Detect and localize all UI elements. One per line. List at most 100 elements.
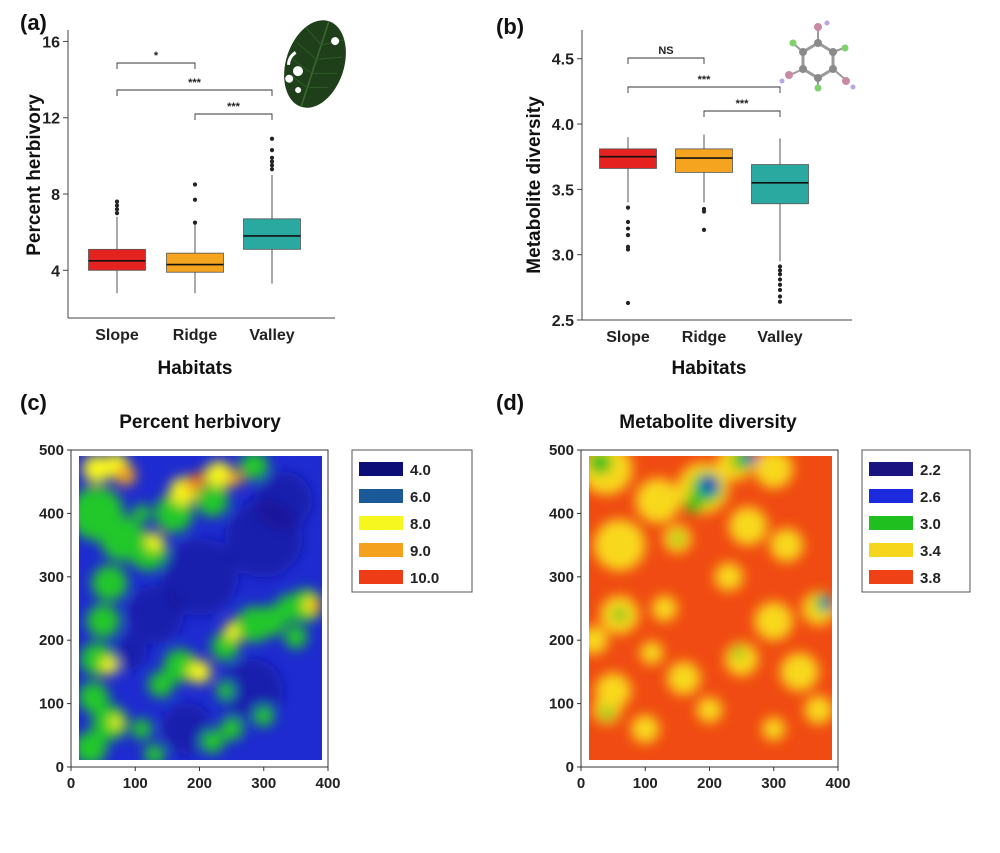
heat-blob [227,470,243,487]
heat-blob [91,565,128,602]
legend-label: 6.0 [410,489,431,506]
legend-swatch [359,489,403,503]
box-valley [751,138,809,304]
legend-label: 2.6 [920,489,941,506]
bracket-line [627,57,705,64]
panel-b-boxes [599,134,809,306]
y-tick-label: 300 [39,569,64,586]
outlier-point [777,282,783,287]
outlier-point [114,203,120,208]
box-ridge [166,182,224,294]
x-tick-label: 0 [577,775,585,792]
outlier-point [701,206,707,212]
legend-entry: 4.0 [359,462,431,479]
x-tick-label: 100 [633,775,658,792]
box-iqr [675,148,733,173]
heat-blob [754,601,794,641]
y-tick-label: 400 [549,505,574,522]
outlier-point [114,199,120,204]
heat-blob [635,478,681,524]
box-ridge [675,134,733,232]
heat-blob [631,714,660,744]
outlier-point [269,163,275,168]
x-tick-label: Ridge [682,329,727,346]
heat-blob [220,717,244,741]
heat-blob [86,604,120,638]
y-tick-label: 2.5 [552,313,574,330]
legend-swatch [869,516,913,530]
y-tick-label: 8 [51,187,60,204]
heat-blob [145,532,164,551]
heat-blob [696,697,723,723]
significance-bracket: * [116,50,196,69]
heat-blob [148,671,174,698]
panel-c-label: (c) [20,390,47,415]
significance-label: *** [188,77,202,89]
heat-blob [672,533,683,544]
heat-blob [728,506,768,546]
heat-blob [804,695,832,725]
legend-entry: 8.0 [359,516,431,533]
heat-blob [79,681,109,713]
outlier-point [701,227,707,232]
heat-blob [254,471,312,530]
heat-blob [821,598,832,609]
significance-bracket: *** [703,98,781,117]
heat-blob [589,626,608,655]
bracket-line [116,62,196,69]
bracket-line [194,113,273,120]
panel-a-significance-brackets: ******* [116,50,273,120]
significance-bracket: NS [627,45,705,64]
x-tick-label: 200 [697,775,722,792]
heat-blob [284,625,308,649]
legend-label: 3.4 [920,543,942,560]
box-iqr [88,248,146,271]
heat-blob [204,461,233,490]
heat-blob [131,718,152,740]
outlier-point [625,244,631,249]
heat-blob [745,456,758,464]
y-tick-label: 0 [566,759,574,776]
outlier-point [269,136,275,141]
x-tick-label: 400 [825,775,850,792]
legend-label: 10.0 [410,570,439,587]
heat-blob [651,595,678,622]
legend-swatch [359,516,403,530]
heat-blob [253,706,275,727]
box-iqr [243,218,301,250]
molecule-icon [779,20,856,92]
significance-label: * [154,50,159,62]
x-tick-label: 100 [123,775,148,792]
box-slope [88,199,146,294]
heat-blob [769,528,804,562]
heat-blob [754,456,794,489]
panel-c-title: Percent herbivory [119,412,281,433]
y-tick-label: 3.0 [552,248,574,265]
outlier-point [777,294,783,299]
panel-a-x-axis-label: Habitats [158,358,233,379]
outlier-point [114,210,120,216]
outlier-point [192,220,198,225]
y-tick-label: 4 [51,263,60,280]
outlier-point [777,299,783,304]
significance-bracket: *** [627,74,781,93]
heat-blob [115,465,136,486]
panel-c-axes: 0 100 200 300 400 0 100 200 300 400 500 [39,442,341,792]
outlier-point [625,219,631,225]
y-tick-label: 500 [549,442,574,459]
heat-blob [714,562,743,591]
y-tick-label: 100 [39,696,64,713]
legend-entry: 6.0 [359,489,431,506]
outlier-point [625,232,631,238]
panel-d-heatmap: (d) Metabolite diversity 0 100 200 300 400 0 1… [496,390,971,792]
panel-a-boxes [88,136,301,294]
heat-blob [724,642,759,676]
outlier-point [114,207,120,212]
significance-label: *** [227,101,241,113]
heat-blob [216,681,235,700]
heat-blob [132,504,151,523]
outlier-point [269,159,275,164]
x-tick-label: 400 [315,775,340,792]
